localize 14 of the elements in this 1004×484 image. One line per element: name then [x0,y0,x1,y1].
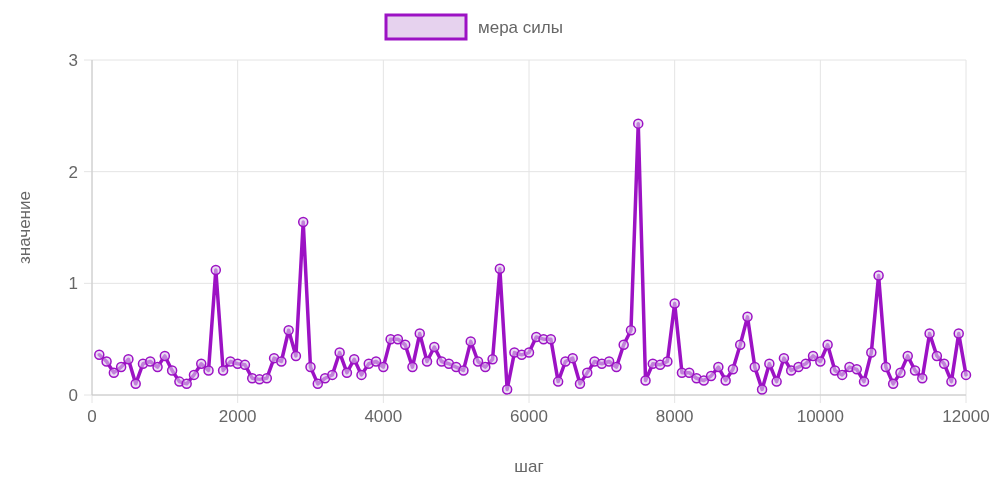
legend-label: мера силы [478,18,563,37]
y-tick-label: 0 [68,386,78,405]
x-tick-label: 6000 [510,407,548,426]
x-axis-title: шаг [514,457,544,476]
y-tick-label: 1 [68,274,78,294]
x-tick-label: 0 [87,407,97,426]
x-tick-label: 10000 [796,407,844,426]
x-tick-label: 4000 [364,407,403,426]
x-tick-label: 12000 [942,407,990,426]
x-tick-label: 8000 [655,407,694,426]
x-tick-label: 2000 [218,407,257,426]
y-tick-label: 3 [68,51,78,70]
y-tick-label: 2 [68,162,78,182]
y-axis-title: значение [15,191,34,264]
